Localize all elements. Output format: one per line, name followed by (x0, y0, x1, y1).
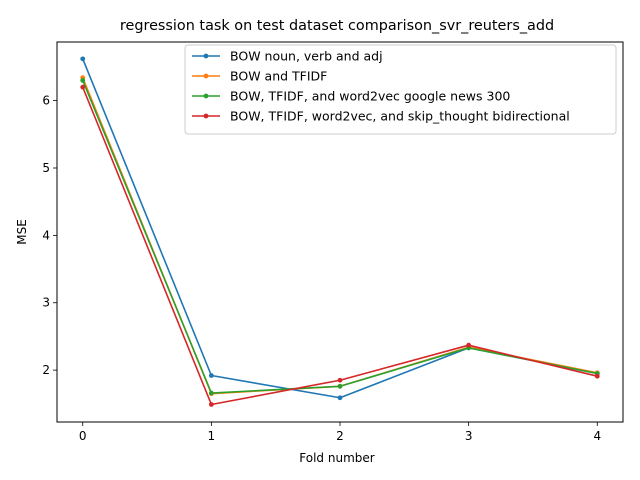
legend: BOW noun, verb and adj BOW and TFIDF BOW, … (184, 44, 617, 135)
x-axis-label: Fold number (299, 451, 374, 465)
data-point (208, 373, 214, 378)
data-point (594, 373, 600, 379)
x-axis: 0 1 2 3 4 (79, 422, 601, 443)
series-4 (80, 84, 600, 407)
legend-item: BOW and TFIDF (192, 69, 327, 84)
legend-marker (203, 53, 209, 59)
y-tick-label: 3 (42, 296, 50, 310)
plot-area (80, 56, 600, 407)
x-tick-label: 0 (79, 429, 87, 443)
data-point (337, 377, 343, 383)
y-tick-label: 2 (42, 363, 50, 377)
data-point (208, 390, 214, 396)
data-point (337, 395, 343, 401)
legend-item: BOW noun, verb and adj (192, 49, 383, 64)
x-tick-label: 2 (336, 429, 344, 443)
x-tick-label: 3 (465, 429, 473, 443)
x-tick-label: 1 (208, 429, 216, 443)
data-point (80, 84, 86, 90)
y-axis: 2 3 4 5 6 (42, 94, 57, 377)
x-tick-label: 4 (593, 429, 601, 443)
legend-item: BOW, TFIDF, and word2vec google news 300 (192, 89, 510, 104)
legend-box (184, 44, 617, 135)
legend-item: BOW, TFIDF, word2vec, and skip_thought b… (192, 109, 570, 124)
legend-marker (203, 113, 209, 119)
legend-marker (203, 73, 209, 79)
data-point (80, 56, 86, 62)
data-point (80, 78, 86, 83)
y-tick-label: 5 (42, 161, 50, 175)
series-line (81, 86, 598, 406)
legend-marker (203, 93, 209, 99)
data-point (466, 342, 472, 348)
chart-title: regression task on test dataset comparis… (120, 18, 554, 34)
legend-label: BOW, TFIDF, and word2vec google news 300 (230, 89, 510, 104)
series-3 (80, 78, 600, 396)
data-point (208, 402, 214, 407)
legend-label: BOW noun, verb and adj (230, 49, 383, 64)
data-point (337, 383, 343, 389)
legend-label: BOW, TFIDF, word2vec, and skip_thought b… (230, 109, 570, 124)
y-axis-label: MSE (15, 219, 29, 245)
y-tick-label: 6 (42, 94, 50, 108)
legend-label: BOW and TFIDF (230, 69, 327, 84)
y-tick-label: 4 (42, 228, 50, 242)
